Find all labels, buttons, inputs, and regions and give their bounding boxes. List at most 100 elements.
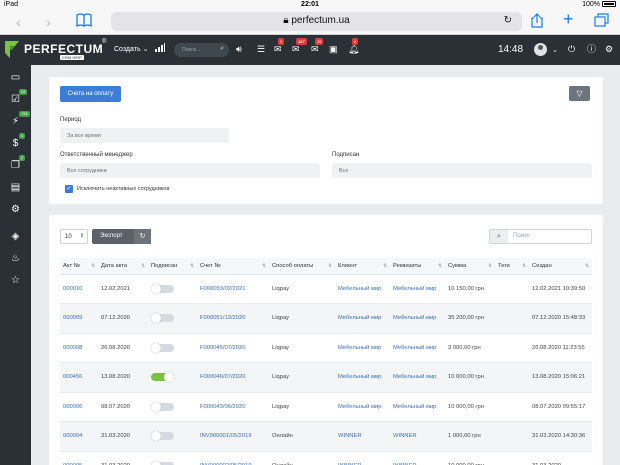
- sidebar-payments-icon[interactable]: $4: [12, 133, 26, 149]
- reload-icon[interactable]: ↻: [503, 15, 512, 26]
- column-header[interactable]: Сумма ⇅: [445, 258, 495, 275]
- sidebar-deals-icon[interactable]: ⚡︎ 795: [11, 111, 30, 127]
- requisites-cell[interactable]: Мебельный мир: [390, 392, 445, 422]
- requisites-cell[interactable]: Мебельный мир: [390, 274, 445, 304]
- requisites-cell[interactable]: WINNER: [390, 451, 445, 465]
- settings-icon[interactable]: ⚙: [605, 44, 614, 54]
- signed-toggle[interactable]: [151, 313, 174, 324]
- act-number-cell[interactable]: 000010: [60, 274, 98, 304]
- column-header[interactable]: Реквизиты ⇅: [390, 258, 445, 275]
- act-number-cell[interactable]: 000005: [60, 451, 98, 465]
- avatar[interactable]: [534, 43, 547, 56]
- table-row[interactable]: 000004 31.03.2020 INV000001/05/2019 Онлайн W…: [60, 421, 592, 452]
- column-header[interactable]: Способ оплаты ⇅: [269, 258, 335, 275]
- client-name-cell[interactable]: Мебельный мир: [335, 274, 390, 304]
- invoice-number-cell[interactable]: F000045/07/2020: [197, 333, 269, 363]
- user-menu-chevron-icon[interactable]: ⌄: [552, 47, 558, 54]
- tasks-icon[interactable]: ✉︎ 487: [292, 38, 307, 54]
- tune-icon[interactable]: ☰: [257, 44, 266, 54]
- requisites-cell[interactable]: Мебельный мир: [390, 333, 445, 363]
- signed-toggle[interactable]: [151, 431, 174, 442]
- act-number-cell[interactable]: 000006: [60, 392, 98, 422]
- forward-icon[interactable]: ›: [46, 14, 51, 30]
- column-header[interactable]: Теги ⇅: [495, 258, 529, 275]
- calendar-icon[interactable]: ▣: [329, 44, 338, 54]
- new-tab-icon[interactable]: +: [563, 9, 574, 29]
- chat-icon[interactable]: ✉︎ 2: [274, 38, 285, 54]
- column-header[interactable]: Счет № ⇅: [197, 258, 269, 275]
- invoices-button[interactable]: Счета на оплату: [60, 86, 121, 102]
- act-number-cell[interactable]: 000008: [60, 333, 98, 363]
- period-select[interactable]: За все время: [60, 128, 229, 143]
- create-menu[interactable]: Создать ⌄: [114, 45, 148, 53]
- export-button[interactable]: Экспорт ↻: [92, 229, 151, 244]
- signed-toggle[interactable]: [151, 283, 174, 294]
- client-name-cell[interactable]: WINNER: [335, 421, 390, 452]
- created-at-cell: 31.03.2020: [529, 451, 592, 465]
- act-number-cell[interactable]: 000009: [60, 303, 98, 334]
- invoice-number-cell[interactable]: F000043/06/2020: [197, 392, 269, 422]
- column-header[interactable]: Создан ⇅: [529, 258, 592, 275]
- sidebar: ▭ ☑ 26 ⚡︎ 795 $4 ❐ 2 ▤ ⚙ ◈ ♨ ☆: [0, 65, 31, 465]
- column-header-label: Реквизиты: [393, 262, 422, 269]
- table-search-input[interactable]: ⌕ Поиск: [489, 229, 592, 244]
- client-name-cell[interactable]: Мебельный мир: [335, 303, 390, 334]
- sidebar-monitor-icon[interactable]: ▭: [10, 72, 21, 83]
- filter-button[interactable]: ▽: [569, 86, 590, 101]
- signed-toggle[interactable]: [151, 460, 174, 465]
- address-bar[interactable]: 🔒︎ perfectum.ua ↻: [111, 12, 522, 31]
- stats-icon[interactable]: [155, 43, 165, 55]
- back-icon[interactable]: ‹: [16, 14, 21, 30]
- table-row[interactable]: 000456 13.08.2020 F000046/07/2020 Liqpay Меб…: [60, 362, 592, 393]
- client-name-cell[interactable]: Мебельный мир: [335, 392, 390, 422]
- signed-toggle[interactable]: [151, 401, 174, 412]
- sidebar-layers-icon[interactable]: ◈: [11, 231, 20, 242]
- column-header[interactable]: Акт № ⇅: [60, 258, 98, 275]
- invoice-number-cell[interactable]: INV000001/05/2019: [197, 421, 269, 452]
- table-row[interactable]: 00000531.03.2020INV000002/05/2019ОнлайнW…: [60, 451, 592, 465]
- column-header[interactable]: Клиент ⇅: [335, 258, 390, 275]
- table-row[interactable]: 000008 26.08.2020 F000045/07/2020 Liqpay Меб…: [60, 333, 592, 363]
- invoice-number-cell[interactable]: F000051/12/2020: [197, 303, 269, 334]
- notifications-icon[interactable]: 🔔︎ 4: [348, 38, 360, 54]
- requisites-cell[interactable]: WINNER: [390, 421, 445, 452]
- sound-icon[interactable]: 🔊︎: [236, 44, 242, 54]
- signed-toggle-cell: [148, 274, 197, 304]
- requisites-cell[interactable]: Мебельный мир: [390, 303, 445, 334]
- sidebar-briefcase-icon[interactable]: ▤: [10, 182, 21, 193]
- signed-toggle[interactable]: [151, 342, 174, 353]
- header-search-input[interactable]: Поиск... ⌕: [174, 43, 229, 57]
- power-icon[interactable]: ⏻: [568, 44, 576, 54]
- sidebar-star-icon[interactable]: ☆: [11, 275, 20, 286]
- tabs-icon[interactable]: [594, 13, 609, 30]
- invoice-number-cell[interactable]: INV000002/05/2019: [197, 451, 269, 465]
- column-header[interactable]: Подписан ⇅: [148, 258, 197, 275]
- invoice-number-cell[interactable]: F000053/02/2021: [197, 274, 269, 304]
- bookmarks-icon[interactable]: [76, 13, 92, 30]
- invoice-number-cell[interactable]: F000046/07/2020: [197, 362, 269, 393]
- mail-icon[interactable]: ✉︎ 25: [311, 38, 324, 54]
- sidebar-fire-icon[interactable]: ♨: [11, 253, 20, 264]
- act-number-cell[interactable]: 000456: [60, 362, 98, 393]
- table-row[interactable]: 000006 08.07.2020 F000043/06/2020 Liqpay Меб…: [60, 392, 592, 422]
- client-name-cell[interactable]: Мебельный мир: [335, 333, 390, 363]
- column-header[interactable]: Дата акта ⇅: [98, 258, 148, 275]
- signed-select[interactable]: Все: [332, 163, 592, 178]
- table-row[interactable]: 000009 07.12.2020 F000051/12/2020 Liqpay Меб…: [60, 303, 592, 334]
- share-icon[interactable]: [531, 13, 543, 31]
- search-icon: ⌕: [490, 230, 508, 243]
- requisites-cell[interactable]: Мебельный мир: [390, 362, 445, 393]
- refresh-icon[interactable]: ↻: [134, 229, 151, 244]
- help-icon[interactable]: ⓘ: [587, 44, 597, 54]
- exclude-inactive-checkbox[interactable]: ✓: [65, 185, 73, 193]
- act-number-cell[interactable]: 000004: [60, 421, 98, 452]
- signed-toggle[interactable]: [151, 372, 174, 383]
- page-size-select[interactable]: 10 ⇕: [60, 229, 88, 244]
- client-name-cell[interactable]: WINNER: [335, 451, 390, 465]
- sidebar-documents-icon[interactable]: ❐ 2: [11, 155, 26, 171]
- client-name-cell[interactable]: Мебельный мир: [335, 362, 390, 393]
- sidebar-settings-icon[interactable]: ⚙: [11, 204, 20, 215]
- table-row[interactable]: 000010 12.02.2021 F000053/02/2021 Liqpay Меб…: [60, 274, 592, 304]
- sidebar-tasks-icon[interactable]: ☑ 26: [11, 89, 28, 105]
- manager-select[interactable]: Все сотрудники: [60, 163, 320, 178]
